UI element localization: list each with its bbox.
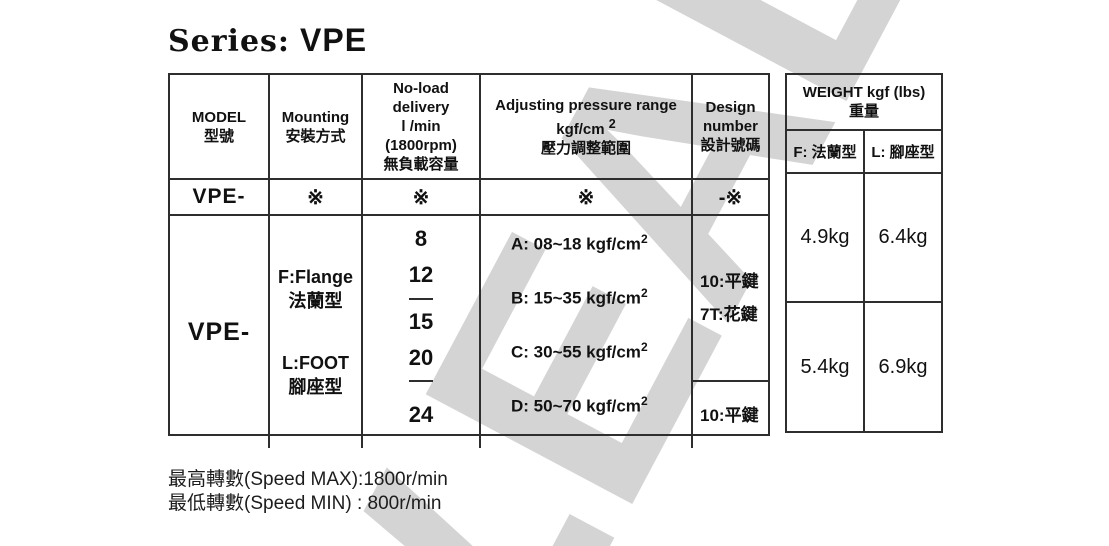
delivery-value: 24 [408, 402, 434, 427]
header-delivery: No-load delivery l /min (1800rpm) 無負載容量 [363, 75, 481, 180]
weight-col-foot: L: 腳座型 [871, 144, 935, 161]
delivery-group-3: 24 [409, 382, 433, 448]
weight-table-subheader: F: 法蘭型 L: 腳座型 [787, 131, 941, 174]
spec-row-pressure-mark: ※ [481, 180, 693, 216]
series-label: Series: [168, 24, 291, 59]
page-title: Series: VPE [168, 22, 367, 59]
header-delivery-l4: (1800rpm) [385, 137, 457, 154]
header-pressure-unit-sup: 2 [608, 116, 616, 131]
mounting-flange-en: F:Flange [278, 267, 353, 287]
speed-max-note: 最高轉數(Speed MAX):1800r/min [168, 469, 448, 490]
pressure-range-a: A: 08~18 kgf/cm2 [511, 232, 648, 286]
pressure-range-d-sup: 2 [640, 394, 648, 408]
weight-table: WEIGHT kgf (lbs) 重量 F: 法蘭型 L: 腳座型 4.9kg … [785, 73, 943, 433]
mounting-foot: L:FOOT 腳座型 [282, 351, 349, 399]
header-design-en1: Design [705, 99, 756, 116]
model-code-table: MODEL 型號 Mounting 安裝方式 No-load delivery … [168, 73, 770, 448]
body-design: 10:平鍵 7T:花鍵 10:平鍵 [693, 216, 768, 448]
mounting-foot-zh: 腳座型 [288, 377, 343, 397]
pressure-range-d: D: 50~70 kgf/cm2 [511, 394, 648, 448]
header-pressure: Adjusting pressure range kgf/cm 2 壓力調整範圍 [481, 75, 693, 180]
pressure-range-b: B: 15~35 kgf/cm2 [511, 286, 648, 340]
delivery-group-2: 15 20 [408, 300, 434, 382]
design-number-group-2: 10:平鍵 [693, 382, 768, 448]
pressure-range-c-text: C: 30~55 kgf/cm [511, 342, 641, 362]
weight-title-zh: 重量 [848, 103, 879, 120]
pressure-range-a-text: A: 08~18 kgf/cm [511, 234, 641, 254]
pressure-range-d-text: D: 50~70 kgf/cm [511, 396, 641, 416]
pressure-range-c: C: 30~55 kgf/cm2 [511, 340, 648, 394]
weight-row-1: 4.9kg 6.4kg [787, 174, 941, 303]
body-delivery: 8 12 15 20 24 [363, 216, 481, 448]
delivery-value: 8 [414, 226, 428, 251]
pressure-range-b-text: B: 15~35 kgf/cm [511, 288, 641, 308]
speed-min-note: 最低轉數(Speed MIN) : 800r/min [168, 493, 442, 514]
header-delivery-l3: l /min [401, 118, 441, 135]
header-model: MODEL 型號 [170, 75, 270, 180]
mounting-flange: F:Flange 法蘭型 [278, 265, 353, 313]
pressure-range-c-sup: 2 [640, 340, 648, 354]
header-design: Design number 設計號碼 [693, 75, 768, 180]
body-pressure: A: 08~18 kgf/cm2 B: 15~35 kgf/cm2 C: 30~… [481, 216, 693, 448]
body-mounting: F:Flange 法蘭型 L:FOOT 腳座型 [270, 216, 363, 448]
header-mounting: Mounting 安裝方式 [270, 75, 363, 180]
pressure-range-a-sup: 2 [640, 232, 648, 246]
pressure-range-b-sup: 2 [640, 286, 648, 300]
spec-row-design-mark: -※ [693, 180, 768, 216]
weight-value-l1: 6.4kg [878, 226, 928, 248]
design-number-flat-key-2: 10:平鍵 [700, 405, 759, 425]
header-pressure-en: Adjusting pressure range [495, 96, 677, 114]
header-delivery-l2: delivery [392, 99, 450, 116]
delivery-value: 12 [408, 262, 434, 287]
design-number-group-1: 10:平鍵 7T:花鍵 [693, 216, 768, 382]
speed-notes: 最高轉數(Speed MAX):1800r/min 最低轉數(Speed MIN… [168, 468, 448, 516]
weight-value-f1: 4.9kg [787, 174, 865, 301]
spec-row-delivery-mark: ※ [363, 180, 481, 216]
header-model-zh: 型號 [203, 127, 234, 145]
weight-table-title: WEIGHT kgf (lbs) 重量 [787, 75, 941, 131]
header-mounting-zh: 安裝方式 [285, 127, 346, 145]
header-model-en: MODEL [191, 108, 247, 126]
header-pressure-zh: 壓力調整範圍 [540, 139, 631, 157]
delivery-group-1: 8 12 [408, 216, 434, 300]
delivery-value: 15 [408, 309, 434, 335]
spec-row-mounting-mark: ※ [270, 180, 363, 216]
design-number-spline: 7T:花鍵 [700, 305, 758, 324]
mounting-flange-zh: 法蘭型 [288, 291, 343, 311]
design-number-flat-key: 10:平鍵 [700, 272, 759, 291]
weight-title-en: WEIGHT kgf (lbs) [802, 84, 926, 101]
delivery-value: 20 [408, 344, 434, 370]
weight-row-2: 5.4kg 6.9kg [787, 303, 941, 431]
body-model: VPE- [170, 216, 270, 448]
weight-value-f2: 5.4kg [787, 303, 865, 431]
header-mounting-en: Mounting [281, 108, 350, 126]
header-delivery-zh: 無負載容量 [383, 156, 459, 173]
header-design-en2: number [702, 118, 758, 135]
header-pressure-unit-text: kgf/cm [556, 120, 605, 138]
weight-col-flange: F: 法蘭型 [787, 131, 865, 172]
weight-value-l2: 6.9kg [878, 355, 928, 378]
header-design-zh: 設計號碼 [700, 137, 761, 154]
series-value: VPE [300, 22, 368, 58]
mounting-foot-en: L:FOOT [282, 353, 349, 373]
header-delivery-l1: No-load [393, 80, 449, 97]
header-pressure-unit: kgf/cm 2 [556, 115, 615, 139]
spec-row-model: VPE- [170, 180, 270, 216]
